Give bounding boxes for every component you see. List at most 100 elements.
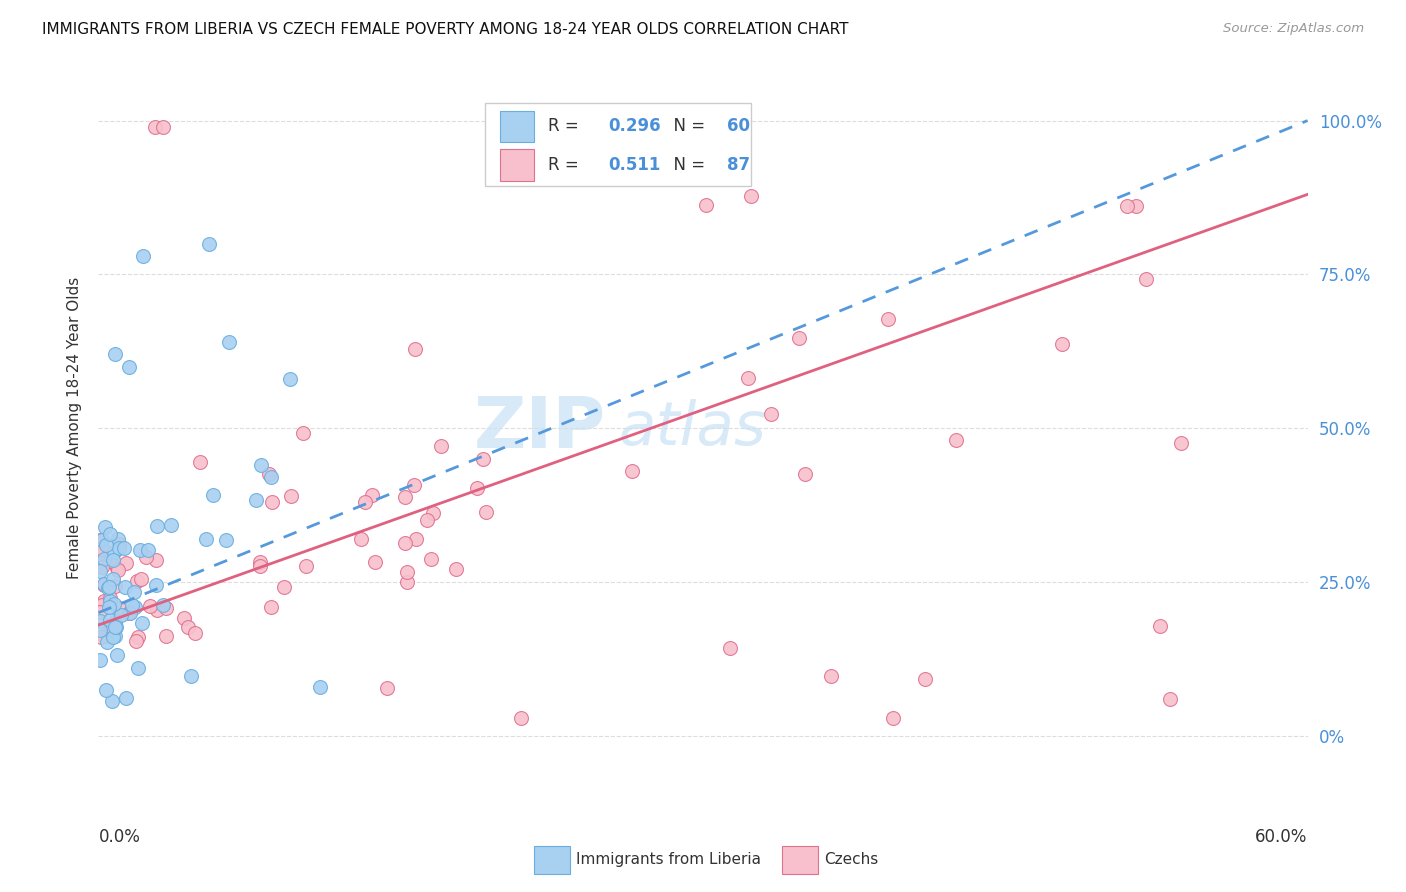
Point <box>273 580 295 594</box>
Point <box>91 559 114 574</box>
Point <box>177 620 200 634</box>
Point <box>198 236 221 251</box>
Point <box>160 517 183 532</box>
Point <box>121 599 143 613</box>
Point <box>98 527 121 541</box>
Point <box>215 533 238 547</box>
Text: R =: R = <box>548 118 585 136</box>
Point <box>98 591 121 605</box>
Point <box>101 694 124 708</box>
Point <box>1170 436 1192 450</box>
Point <box>295 558 318 573</box>
Point <box>787 331 810 345</box>
Point <box>475 505 498 519</box>
Point <box>98 594 121 608</box>
Point <box>101 572 124 586</box>
Point <box>260 600 283 615</box>
Text: IMMIGRANTS FROM LIBERIA VS CZECH FEMALE POVERTY AMONG 18-24 YEAR OLDS CORRELATIO: IMMIGRANTS FROM LIBERIA VS CZECH FEMALE … <box>42 22 849 37</box>
Point <box>90 533 112 547</box>
Point <box>103 553 125 567</box>
Point <box>793 467 815 482</box>
Point <box>422 506 444 520</box>
Point <box>93 578 115 592</box>
Point <box>103 545 125 559</box>
Point <box>98 613 121 627</box>
Point <box>882 711 904 725</box>
Point <box>96 582 118 596</box>
Point <box>260 470 283 484</box>
Point <box>89 614 111 628</box>
Point <box>420 552 443 566</box>
Text: N =: N = <box>664 118 710 136</box>
Point <box>509 711 531 725</box>
Text: Source: ZipAtlas.com: Source: ZipAtlas.com <box>1223 22 1364 36</box>
Point <box>195 533 218 547</box>
Point <box>105 561 128 575</box>
Point <box>1149 619 1171 633</box>
Point <box>145 553 167 567</box>
Point <box>98 553 121 567</box>
Point <box>107 537 129 551</box>
Point <box>112 541 135 555</box>
Point <box>107 532 129 546</box>
FancyBboxPatch shape <box>782 846 818 874</box>
Point <box>444 562 467 576</box>
Point <box>278 372 301 386</box>
Point <box>1125 198 1147 212</box>
Point <box>110 607 132 622</box>
Point <box>152 120 174 134</box>
Point <box>104 629 127 643</box>
Point <box>262 494 284 508</box>
Point <box>173 611 195 625</box>
Point <box>1115 199 1137 213</box>
Point <box>89 564 111 578</box>
Point <box>145 519 167 533</box>
Point <box>89 548 111 562</box>
Point <box>472 451 495 466</box>
Point <box>945 433 967 447</box>
Point <box>245 492 267 507</box>
Text: atlas: atlas <box>619 399 766 458</box>
Text: Immigrants from Liberia: Immigrants from Liberia <box>576 853 761 867</box>
Point <box>718 640 741 655</box>
Point <box>218 334 240 349</box>
Point <box>291 426 314 441</box>
Text: R =: R = <box>548 156 589 174</box>
Point <box>93 576 115 591</box>
Point <box>103 347 125 361</box>
Point <box>93 594 115 608</box>
Point <box>759 407 782 421</box>
Point <box>91 541 114 556</box>
Point <box>415 513 437 527</box>
Point <box>90 599 112 613</box>
Point <box>127 630 149 644</box>
Point <box>695 198 717 212</box>
Point <box>104 619 127 633</box>
Point <box>100 619 122 633</box>
Text: 60.0%: 60.0% <box>1256 828 1308 846</box>
FancyBboxPatch shape <box>534 846 569 874</box>
Point <box>122 585 145 599</box>
Point <box>107 601 129 615</box>
Point <box>145 578 167 592</box>
Point <box>394 491 416 505</box>
Point <box>621 464 644 478</box>
Point <box>152 599 174 613</box>
Point <box>405 532 427 546</box>
Point <box>820 669 842 683</box>
Point <box>89 623 111 637</box>
Point <box>125 634 148 648</box>
Point <box>94 520 117 534</box>
Point <box>737 371 759 385</box>
Point <box>90 630 112 644</box>
Point <box>93 629 115 643</box>
Point <box>360 488 382 502</box>
FancyBboxPatch shape <box>485 103 751 186</box>
Text: 0.296: 0.296 <box>609 118 661 136</box>
Point <box>107 563 129 577</box>
Point <box>396 565 419 579</box>
Point <box>89 653 111 667</box>
Point <box>404 478 426 492</box>
Point <box>250 458 273 472</box>
Point <box>135 550 157 565</box>
